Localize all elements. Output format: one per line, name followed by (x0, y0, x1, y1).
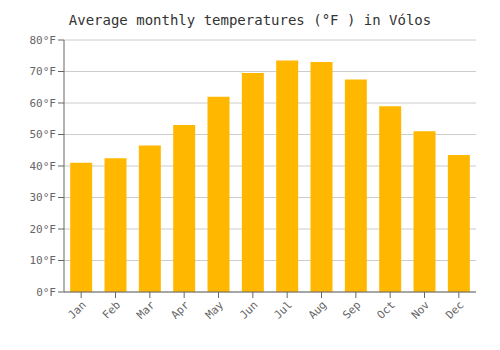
svg-text:20°F: 20°F (30, 223, 57, 236)
svg-text:Dec: Dec (443, 298, 466, 321)
svg-text:Oct: Oct (375, 298, 398, 321)
svg-text:30°F: 30°F (30, 191, 57, 204)
svg-text:70°F: 70°F (30, 65, 57, 78)
svg-text:Aug: Aug (306, 298, 329, 321)
svg-text:May: May (203, 298, 227, 322)
svg-text:Mar: Mar (134, 298, 158, 322)
svg-text:Jan: Jan (66, 298, 89, 321)
svg-text:Feb: Feb (100, 298, 123, 321)
svg-text:Nov: Nov (409, 298, 433, 322)
svg-text:80°F: 80°F (30, 34, 57, 47)
html-text:Average monthly temperatures (: Average monthly temperatures (°F ) in Vó… (68, 12, 432, 28)
svg-text:50°F: 50°F (30, 128, 57, 141)
svg-text:Apr: Apr (169, 298, 193, 322)
svg-text:Jun: Jun (237, 298, 260, 321)
svg-text:Sep: Sep (340, 298, 363, 321)
svg-text:Jul: Jul (272, 298, 295, 321)
svg-text:60°F: 60°F (30, 97, 57, 110)
svg-text:10°F: 10°F (30, 254, 57, 267)
svg-text:0°F: 0°F (36, 286, 56, 299)
svg-text:40°F: 40°F (30, 160, 57, 173)
